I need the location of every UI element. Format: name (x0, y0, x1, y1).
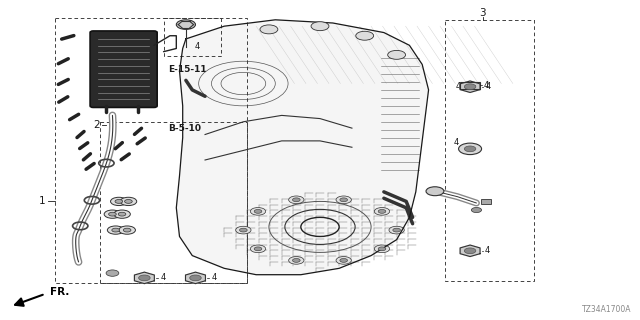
Circle shape (465, 84, 476, 90)
Circle shape (292, 198, 300, 202)
Bar (481, 199, 490, 204)
Circle shape (374, 208, 390, 215)
Circle shape (356, 31, 374, 40)
Circle shape (388, 50, 406, 59)
Circle shape (106, 270, 119, 276)
Circle shape (378, 210, 386, 213)
Circle shape (189, 275, 201, 281)
Text: FR.: FR. (50, 287, 69, 297)
Circle shape (378, 247, 386, 251)
Polygon shape (176, 20, 429, 275)
Circle shape (236, 226, 251, 234)
Circle shape (289, 257, 304, 264)
Circle shape (340, 259, 348, 262)
Polygon shape (460, 81, 480, 92)
Polygon shape (186, 272, 205, 284)
Polygon shape (460, 245, 480, 257)
Circle shape (336, 257, 351, 264)
Circle shape (176, 20, 195, 29)
Circle shape (393, 228, 401, 232)
FancyBboxPatch shape (90, 31, 157, 108)
Text: 2: 2 (93, 120, 100, 130)
Circle shape (104, 210, 121, 218)
Text: 4: 4 (161, 273, 166, 282)
Circle shape (389, 226, 404, 234)
Text: E-15-11: E-15-11 (168, 65, 207, 74)
Circle shape (139, 275, 150, 281)
Text: 4: 4 (486, 82, 492, 91)
Circle shape (465, 146, 476, 152)
Circle shape (289, 196, 304, 204)
Circle shape (115, 199, 123, 203)
Circle shape (311, 22, 329, 31)
Text: 4: 4 (454, 138, 460, 147)
Polygon shape (134, 272, 154, 284)
Circle shape (124, 228, 131, 232)
Text: 4: 4 (211, 273, 217, 282)
Text: 4: 4 (484, 246, 490, 255)
Circle shape (108, 226, 124, 234)
Circle shape (250, 208, 266, 215)
Text: B-5-10: B-5-10 (168, 124, 201, 132)
Circle shape (114, 210, 131, 218)
Text: TZ34A1700A: TZ34A1700A (582, 305, 632, 314)
Circle shape (374, 245, 390, 253)
Circle shape (112, 228, 120, 232)
Circle shape (118, 212, 126, 216)
Text: 4: 4 (455, 82, 461, 91)
Text: 4: 4 (194, 42, 200, 52)
Circle shape (120, 197, 137, 205)
Circle shape (260, 25, 278, 34)
Text: 3: 3 (479, 8, 486, 19)
Bar (460, 82, 480, 89)
Circle shape (254, 247, 262, 251)
Circle shape (426, 187, 444, 196)
Circle shape (119, 226, 136, 234)
Circle shape (471, 207, 481, 212)
Text: 4: 4 (483, 81, 489, 90)
Text: 1: 1 (39, 196, 45, 206)
Circle shape (336, 196, 351, 204)
Circle shape (125, 199, 132, 203)
Circle shape (340, 198, 348, 202)
Circle shape (459, 143, 481, 155)
Circle shape (465, 248, 476, 254)
Circle shape (109, 212, 116, 216)
Circle shape (239, 228, 247, 232)
Circle shape (254, 210, 262, 213)
Circle shape (292, 259, 300, 262)
Circle shape (111, 197, 127, 205)
Circle shape (250, 245, 266, 253)
